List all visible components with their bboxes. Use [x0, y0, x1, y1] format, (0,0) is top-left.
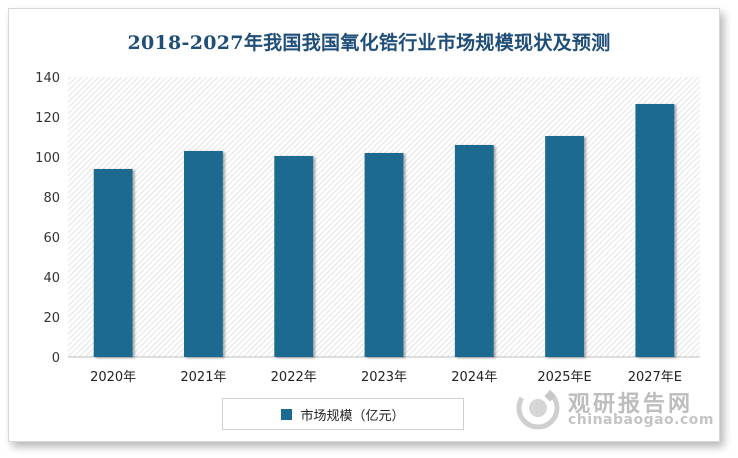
- y-tick-label: 140: [35, 71, 60, 86]
- bar: [545, 136, 584, 357]
- chart-title: 2018-2027年我国我国氧化锆行业市场规模现状及预测: [127, 32, 611, 54]
- bar: [635, 104, 675, 357]
- bar: [184, 151, 223, 357]
- legend: 市场规模（亿元）: [222, 398, 464, 430]
- bar: [364, 153, 404, 357]
- x-tick-label: 2025年E: [537, 370, 591, 385]
- x-tick-label: 2022年: [271, 370, 317, 385]
- bar: [454, 145, 494, 357]
- watermark-en: chinabaogao.com: [568, 412, 714, 428]
- x-tick-label: 2027年E: [628, 370, 682, 385]
- y-tick-label: 120: [35, 111, 60, 126]
- y-tick-label: 100: [35, 151, 60, 166]
- legend-swatch: [281, 408, 293, 420]
- watermark-cn: 观研报告网: [568, 392, 694, 417]
- y-tick-label: 40: [43, 271, 60, 286]
- x-tick-label: 2021年: [180, 370, 226, 385]
- y-tick-label: 0: [52, 351, 60, 366]
- y-tick-label: 60: [43, 231, 60, 246]
- legend-label: 市场规模（亿元）: [300, 408, 405, 424]
- x-tick-label: 2023年: [361, 370, 407, 385]
- x-tick-label: 2024年: [451, 370, 497, 385]
- y-tick-label: 80: [43, 191, 60, 206]
- y-tick-label: 20: [43, 311, 60, 326]
- bars: [93, 104, 675, 357]
- bar: [274, 156, 314, 357]
- x-axis: 2020年 2021年 2022年 2023年 2024年 2025年E 2027年E: [90, 370, 682, 385]
- watermark-logo-icon: [516, 386, 560, 430]
- bar: [93, 169, 133, 357]
- x-tick-label: 2020年: [90, 370, 136, 385]
- watermark: 观研报告网 chinabaogao.com: [516, 384, 716, 434]
